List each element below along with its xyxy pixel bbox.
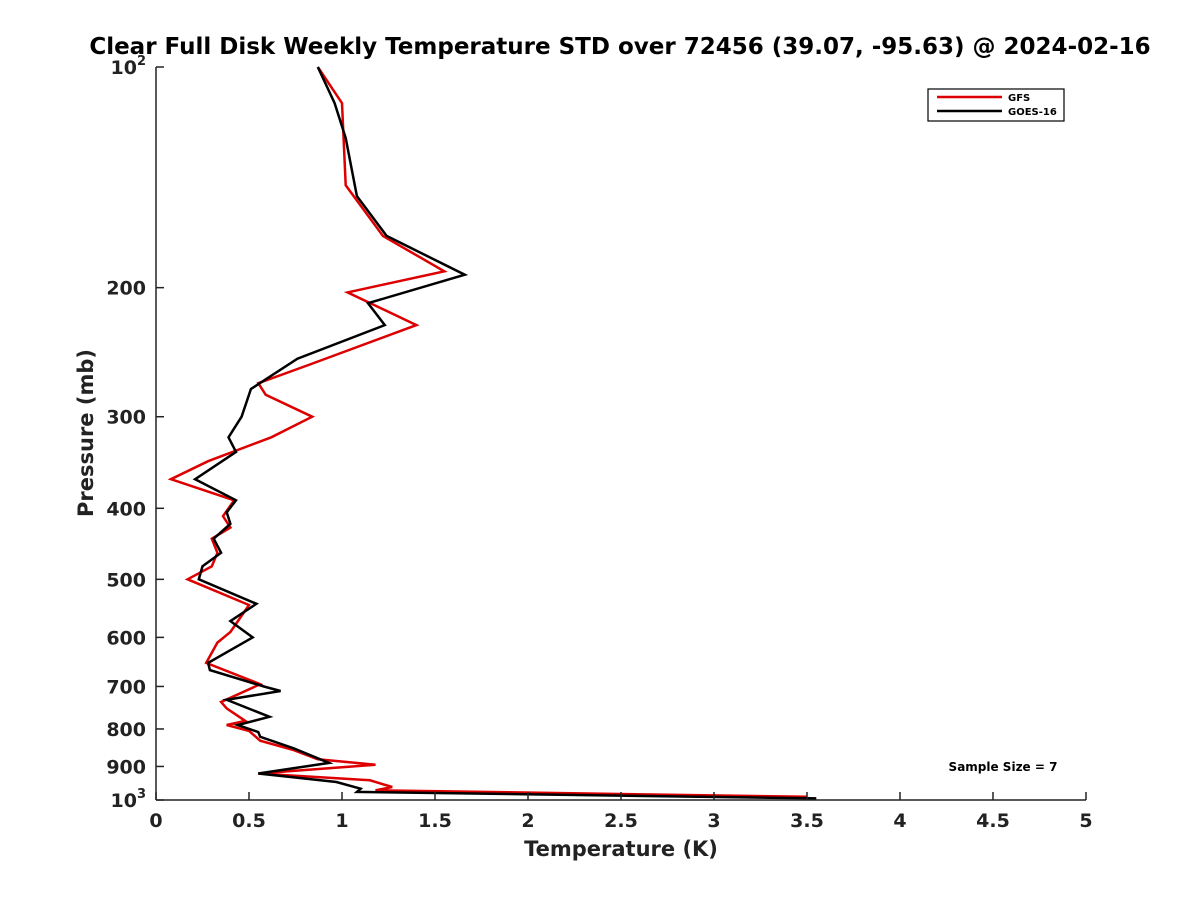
x-tick-label: 1 <box>335 810 348 832</box>
y-tick-label: 900 <box>106 756 146 778</box>
x-tick-label: 4 <box>893 810 906 832</box>
x-tick-label: 0 <box>149 810 162 832</box>
y-tick-label: 103 <box>111 787 147 812</box>
y-tick-label: 102 <box>111 54 147 79</box>
sample-size-annotation: Sample Size = 7 <box>949 760 1058 774</box>
x-tick-label: 5 <box>1079 810 1092 832</box>
x-axis-ticks: 0 0.5 1 1.5 2 2.5 3 3.5 4 4.5 5 <box>149 792 1093 832</box>
y-tick-label: 600 <box>106 627 146 649</box>
x-tick-label: 4.5 <box>976 810 1010 832</box>
x-tick-label: 0.5 <box>232 810 266 832</box>
x-tick-label: 3 <box>707 810 720 832</box>
x-tick-label: 2 <box>521 810 534 832</box>
x-tick-label: 2.5 <box>604 810 638 832</box>
legend-label: GFS <box>1008 93 1030 104</box>
legend-box <box>927 88 1065 122</box>
y-axis-ticks: 102 200 300 400 500 600 700 800 900 103 <box>106 54 164 812</box>
chart-title: Clear Full Disk Weekly Temperature STD o… <box>89 34 1150 60</box>
series-layer <box>167 66 817 800</box>
legend: GFS GOES-16 <box>927 88 1065 122</box>
y-tick-label: 700 <box>106 676 146 698</box>
y-tick-label: 500 <box>106 569 146 591</box>
y-tick-label: 400 <box>106 498 146 520</box>
x-tick-label: 1.5 <box>418 810 452 832</box>
y-tick-label: 800 <box>106 719 146 741</box>
series-line-goes-16 <box>192 66 817 800</box>
x-axis-label: Temperature (K) <box>524 837 718 861</box>
y-tick-label: 200 <box>106 278 146 300</box>
x-tick-label: 3.5 <box>790 810 824 832</box>
legend-label: GOES-16 <box>1008 107 1057 118</box>
plot-area <box>156 67 1086 800</box>
y-axis-label: Pressure (mb) <box>74 349 98 517</box>
y-tick-label: 300 <box>106 407 146 429</box>
